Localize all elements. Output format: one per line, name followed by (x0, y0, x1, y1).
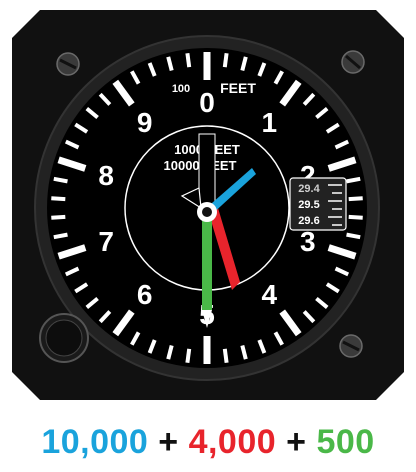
term-ten-thousands: 10,000 (41, 423, 149, 461)
minor-tick (130, 331, 141, 346)
minor-tick (222, 348, 229, 364)
minor-tick (64, 139, 80, 150)
term-hundreds: 500 (316, 423, 375, 461)
dial-numeral-8: 8 (98, 160, 114, 191)
label-100: 100 (172, 83, 190, 95)
screw-top-left-icon (56, 52, 80, 76)
hand-hub-center (202, 207, 212, 217)
dial-tick-marks (51, 52, 363, 364)
minor-tick (315, 296, 329, 309)
ten-thousand-mask-bar (198, 133, 216, 211)
minor-tick (240, 56, 248, 71)
dial-numerals: 0123456789 (98, 87, 315, 330)
minor-tick (348, 196, 363, 202)
minor-tick (302, 310, 316, 324)
minor-tick (147, 62, 157, 77)
pressure-value-selected: 29.5 (298, 199, 319, 211)
minor-tick (185, 348, 192, 364)
minor-tick (325, 122, 340, 134)
minor-tick (240, 345, 248, 360)
minor-tick (348, 214, 363, 220)
minor-tick (334, 139, 350, 150)
altimeter-instrument: 0123456789 100 FEET 29.4 29.5 29.6 1000 … (12, 10, 404, 400)
term-thousands: 4,000 (188, 423, 277, 461)
baro-adjust-knob[interactable] (39, 313, 89, 363)
minor-tick (273, 70, 284, 85)
pressure-value-low: 29.4 (298, 183, 320, 195)
major-tick (112, 79, 135, 107)
screw-top-right-icon (341, 50, 365, 74)
pressure-value-high: 29.6 (298, 215, 319, 227)
minor-tick (98, 310, 112, 324)
minor-tick (257, 62, 267, 77)
label-feet: FEET (220, 80, 256, 96)
major-tick (57, 244, 87, 260)
major-tick (279, 309, 302, 337)
hundreds-hand-tip (202, 310, 212, 328)
minor-tick (74, 282, 89, 294)
minor-tick (147, 339, 157, 354)
plus-sign-1: + (158, 423, 179, 461)
minor-tick (53, 232, 68, 240)
dial-numeral-1: 1 (262, 107, 278, 138)
minor-tick (130, 70, 141, 85)
minor-tick (85, 296, 99, 309)
plus-sign-2: + (286, 423, 307, 461)
minor-tick (85, 107, 99, 120)
dial-numeral-7: 7 (98, 226, 114, 257)
minor-tick (302, 92, 316, 106)
minor-tick (166, 56, 174, 71)
minor-tick (53, 176, 68, 184)
minor-tick (185, 52, 192, 68)
minor-tick (334, 266, 350, 277)
major-tick (112, 309, 135, 337)
minor-tick (315, 107, 329, 120)
major-tick (57, 156, 87, 172)
screw-bottom-right-icon (339, 334, 363, 358)
minor-tick (51, 196, 66, 202)
dial-numeral-0: 0 (199, 87, 215, 118)
dial-numeral-6: 6 (137, 279, 153, 310)
ten-thousand-indicator-wedge (180, 187, 202, 210)
minor-tick (51, 214, 66, 220)
major-tick (327, 244, 357, 260)
minor-tick (273, 331, 284, 346)
major-tick (327, 156, 357, 172)
altimeter-hands (197, 168, 256, 328)
minor-tick (166, 345, 174, 360)
minor-tick (346, 232, 361, 240)
minor-tick (346, 176, 361, 184)
minor-tick (257, 339, 267, 354)
minor-tick (74, 122, 89, 134)
dial-numeral-4: 4 (262, 279, 278, 310)
minor-tick (325, 282, 340, 294)
major-tick (279, 79, 302, 107)
thousands-hand (209, 208, 240, 290)
minor-tick (98, 92, 112, 106)
pressure-scale-ticks (328, 184, 342, 226)
dial-numeral-9: 9 (137, 107, 153, 138)
ten-thousands-hand (204, 168, 256, 216)
altitude-equation: 10,000 + 4,000 + 500 (0, 418, 416, 466)
minor-tick (64, 266, 80, 277)
pressure-window: 29.4 29.5 29.6 (289, 177, 347, 231)
minor-tick (222, 52, 229, 68)
hundreds-hand (202, 210, 212, 310)
dial-numeral-3: 3 (300, 226, 316, 257)
